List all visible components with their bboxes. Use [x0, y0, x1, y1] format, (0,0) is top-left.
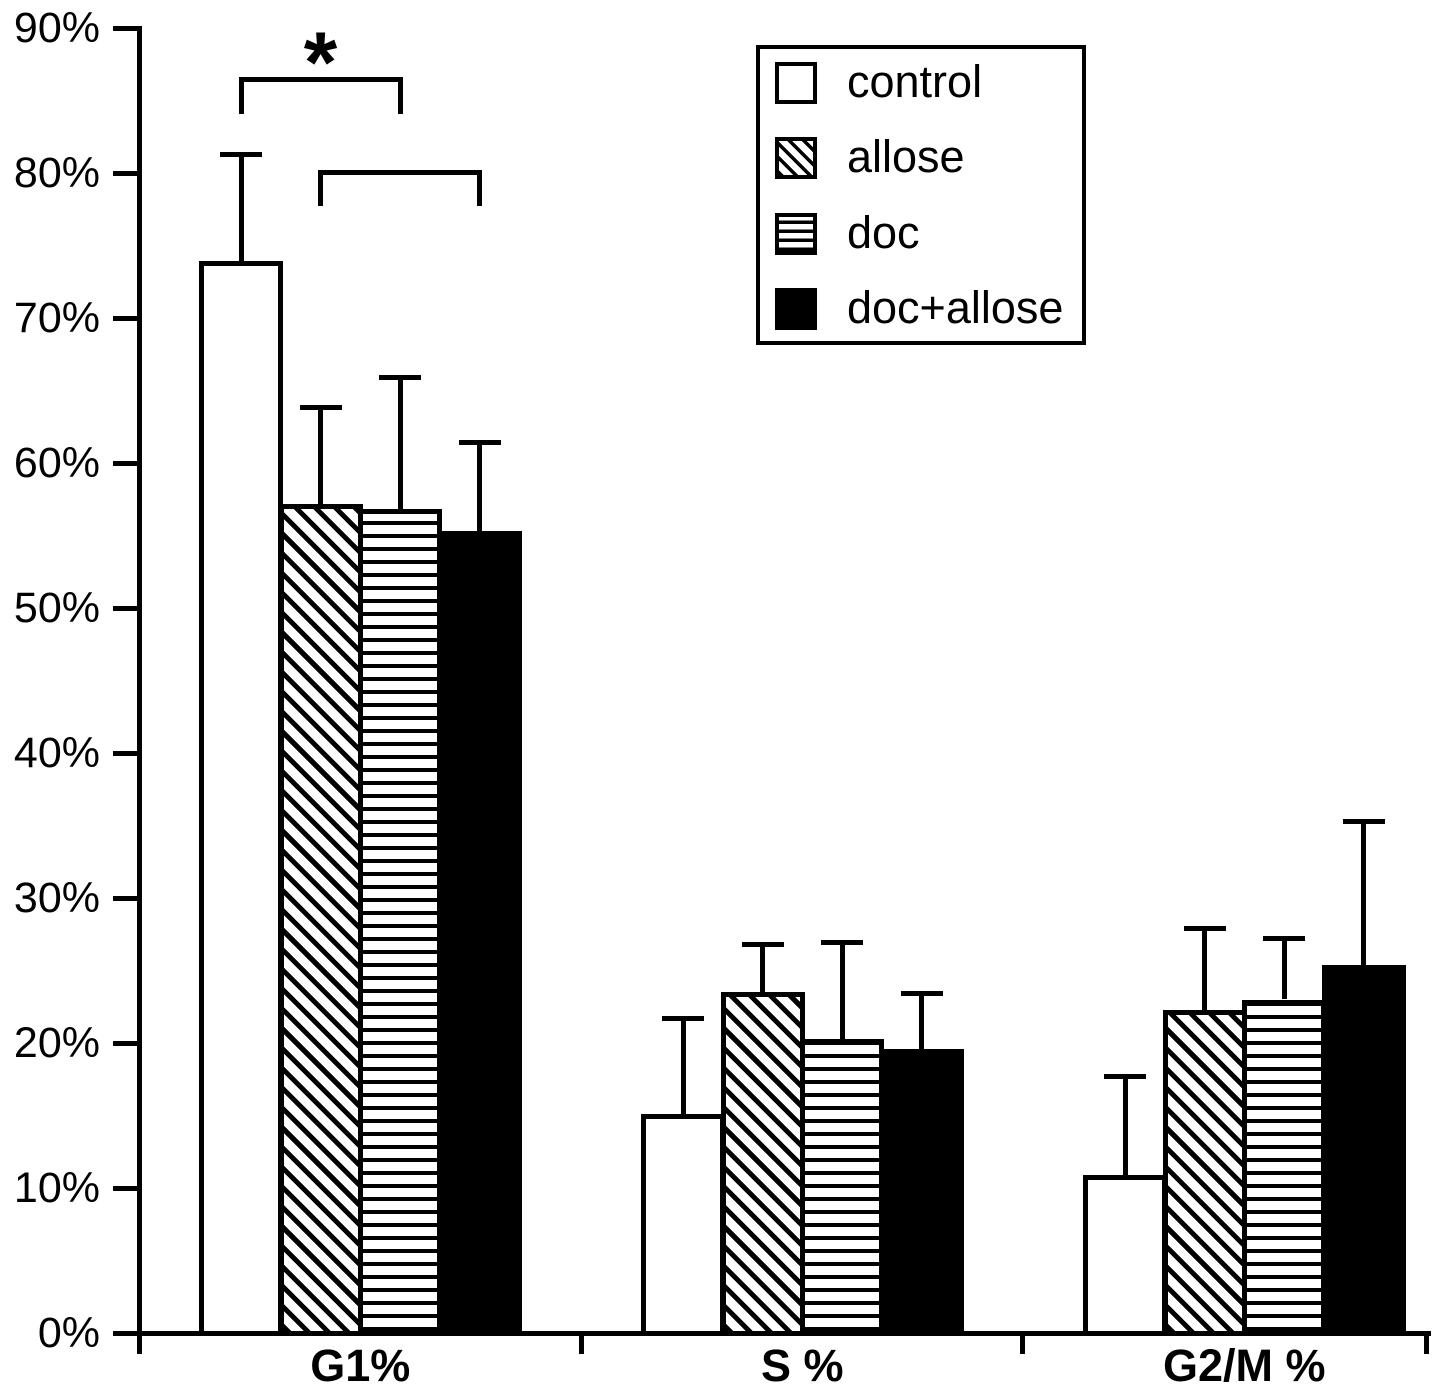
error-bar-stem-allose-g1	[318, 407, 323, 504]
x-axis-label-g2m: G2/M %	[1162, 1340, 1326, 1391]
x-axis-label-g1: G1%	[310, 1340, 411, 1391]
bar-allose-g1	[278, 503, 363, 1336]
y-axis-tick-label: 40%	[13, 729, 100, 777]
y-axis-tick	[113, 1330, 137, 1336]
legend-item-control: control	[760, 56, 1082, 108]
error-bar-cap-doc-g2m	[1263, 936, 1305, 942]
error-bar-stem-doc-s	[839, 942, 845, 1039]
error-bar-stem-doc-allose-g2m	[1361, 821, 1366, 965]
y-axis-tick-label: 10%	[13, 1164, 100, 1212]
y-axis-tick-label: 0%	[37, 1309, 100, 1357]
error-bar-stem-doc-g1	[397, 377, 403, 510]
significance-asterisk: *	[303, 15, 338, 112]
bar-doc-g2m	[1242, 999, 1326, 1336]
error-bar-cap-allose-g1	[299, 405, 342, 411]
error-bar-cap-doc-allose-g2m	[1342, 818, 1385, 824]
legend: control allose doc doc+allose	[756, 45, 1086, 345]
bar-doc-allose-s	[879, 1048, 964, 1336]
y-axis-tick	[113, 315, 137, 321]
error-bar-cap-doc-g1	[379, 374, 421, 380]
error-bar-cap-allose-g2m	[1183, 925, 1226, 931]
error-bar-cap-doc-s	[821, 940, 863, 946]
error-bar-stem-allose-g2m	[1202, 928, 1207, 1010]
legend-swatch-allose	[775, 137, 817, 179]
error-bar-stem-control-s	[680, 1018, 686, 1115]
y-axis-tick	[113, 1040, 137, 1046]
y-axis-tick	[113, 25, 137, 31]
error-bar-stem-allose-s	[760, 944, 765, 993]
legend-item-allose: allose	[760, 131, 1082, 183]
x-axis-line	[137, 1331, 1431, 1336]
significance-bracket-1-bar	[238, 77, 403, 83]
bar-allose-g2m	[1162, 1009, 1247, 1336]
bar-allose-s	[720, 992, 805, 1336]
significance-bracket-1-left-leg	[238, 77, 244, 114]
legend-swatch-doc	[775, 213, 817, 255]
bar-doc-allose-g1	[437, 531, 522, 1336]
y-axis-tick	[113, 605, 137, 611]
x-axis-tick	[1019, 1336, 1025, 1354]
error-bar-stem-doc-g2m	[1281, 938, 1287, 1000]
y-axis-tick	[113, 170, 137, 176]
y-axis-tick-label: 30%	[13, 874, 100, 922]
legend-swatch-doc-allose	[775, 288, 817, 330]
legend-label-doc-allose: doc+allose	[847, 282, 1064, 334]
y-axis-tick	[113, 1185, 137, 1191]
significance-bracket-2-right-leg	[477, 170, 482, 207]
legend-label-control: control	[847, 56, 983, 108]
legend-swatch-control	[775, 62, 817, 104]
x-axis-label-s: S %	[760, 1340, 844, 1391]
error-bar-cap-doc-allose-g1	[458, 440, 501, 446]
error-bar-cap-allose-s	[741, 941, 784, 947]
y-axis-tick-label: 90%	[13, 4, 100, 52]
x-axis-tick	[578, 1336, 584, 1354]
error-bar-stem-control-g2m	[1122, 1076, 1128, 1175]
y-axis-tick	[113, 460, 137, 466]
bar-control-s	[641, 1114, 725, 1336]
error-bar-cap-control-g2m	[1104, 1073, 1146, 1079]
error-bar-cap-control-g1	[220, 151, 262, 157]
y-axis-tick-label: 60%	[13, 439, 100, 487]
legend-label-allose: allose	[847, 131, 965, 183]
significance-bracket-1-right-leg	[397, 77, 403, 114]
error-bar-stem-doc-allose-s	[919, 993, 924, 1049]
error-bar-cap-control-s	[662, 1015, 704, 1021]
legend-item-doc: doc	[760, 207, 1082, 259]
y-axis-line	[137, 26, 142, 1338]
y-axis-tick	[113, 750, 137, 756]
legend-item-doc-allose: doc+allose	[760, 282, 1082, 334]
significance-bracket-2-left-leg	[318, 170, 323, 207]
y-axis-tick	[113, 895, 137, 901]
error-bar-cap-doc-allose-s	[900, 991, 943, 997]
y-axis-tick-label: 80%	[13, 149, 100, 197]
error-bar-stem-control-g1	[238, 154, 244, 262]
bar-doc-s	[800, 1038, 884, 1336]
y-axis-tick-label: 50%	[13, 584, 100, 632]
significance-bracket-2-bar	[318, 170, 482, 176]
bar-doc-allose-g2m	[1321, 964, 1406, 1336]
y-axis-tick-label: 70%	[13, 294, 100, 342]
x-axis-tick	[136, 1336, 142, 1354]
error-bar-stem-doc-allose-g1	[477, 442, 482, 532]
x-axis-tick	[1423, 1336, 1429, 1354]
bar-control-g1	[199, 261, 283, 1336]
legend-label-doc: doc	[847, 207, 920, 259]
bar-doc-g1	[358, 509, 442, 1336]
y-axis-tick-label: 20%	[13, 1019, 100, 1067]
bar-control-g2m	[1083, 1174, 1167, 1336]
